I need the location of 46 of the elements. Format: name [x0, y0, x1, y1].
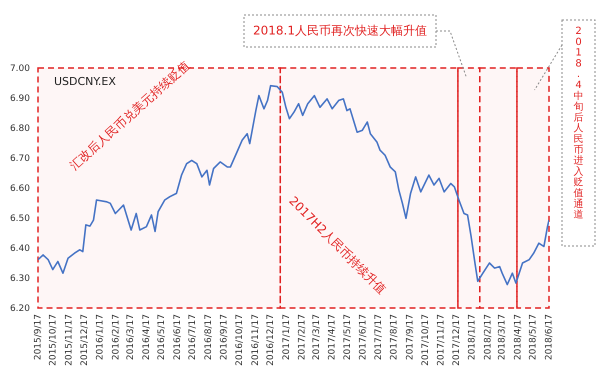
- x-tick-label: 2017/5/17: [342, 314, 353, 360]
- x-tick-label: 2016/2/17: [111, 314, 122, 360]
- x-tick-label: 2017/12/17: [452, 314, 462, 366]
- x-tick-label: 2016/3/17: [126, 314, 136, 360]
- x-tick-label: 2017/11/17: [436, 314, 447, 366]
- x-tick-label: 2016/12/17: [266, 314, 276, 366]
- x-tick-label: 2015/12/17: [80, 314, 90, 366]
- x-tick-label: 2016/8/17: [204, 314, 214, 360]
- x-tick-label: 2015/9/17: [33, 314, 44, 360]
- y-tick-label: 6.80: [10, 124, 30, 134]
- x-tick-label: 2016/6/17: [172, 314, 183, 360]
- x-tick-label: 2017/7/17: [374, 314, 384, 360]
- x-tick-label: 2018/5/17: [528, 314, 539, 360]
- y-tick-label: 6.60: [10, 184, 30, 194]
- x-tick-label: 2017/8/17: [390, 314, 400, 360]
- x-tick-label: 2016/4/17: [142, 314, 152, 360]
- x-tick-label: 2017/9/17: [406, 314, 416, 360]
- y-tick-label: 6.50: [10, 214, 30, 224]
- x-tick-label: 2016/5/17: [157, 314, 168, 360]
- x-tick-label: 2017/3/17: [312, 314, 322, 360]
- text: 2018.4中旬后人民币进入贬值通道: [574, 26, 584, 221]
- x-tick-label: 2018/1/17: [468, 314, 478, 360]
- x-tick-label: 2016/7/17: [188, 314, 198, 360]
- x-tick-label: 2018/2/17: [483, 314, 494, 360]
- y-tick-label: 6.20: [10, 304, 30, 314]
- x-tick-label: 2017/2/17: [298, 314, 308, 360]
- x-tick-label: 2016/9/17: [220, 314, 230, 360]
- x-tick-label: 2015/11/17: [64, 314, 75, 366]
- text: USDCNY.EX: [54, 75, 116, 88]
- x-tick-label: 2016/11/17: [250, 314, 261, 366]
- x-tick-label: 2016/10/17: [235, 314, 246, 366]
- x-tick-label: 2018/4/17: [513, 314, 524, 360]
- y-tick-label: 6.30: [10, 274, 30, 284]
- x-tick-label: 2017/1/17: [282, 314, 292, 360]
- x-tick-label: 2017/4/17: [328, 314, 338, 360]
- y-tick-label: 6.40: [10, 244, 30, 254]
- x-tick-label: 2016/1/17: [96, 314, 106, 360]
- y-tick-label: 6.70: [10, 154, 30, 164]
- y-tick-label: 6.90: [10, 94, 30, 104]
- x-tick-label: 2017/10/17: [420, 314, 431, 366]
- x-tick-label: 2018/3/17: [498, 314, 508, 360]
- x-tick-label: 2015/10/17: [48, 314, 59, 366]
- y-tick-label: 7.00: [10, 64, 30, 74]
- x-tick-label: 2017/6/17: [358, 314, 369, 360]
- band-label: 2018.1人民币再次快速大幅升值: [253, 23, 427, 38]
- x-tick-label: 2018/6/17: [544, 314, 554, 360]
